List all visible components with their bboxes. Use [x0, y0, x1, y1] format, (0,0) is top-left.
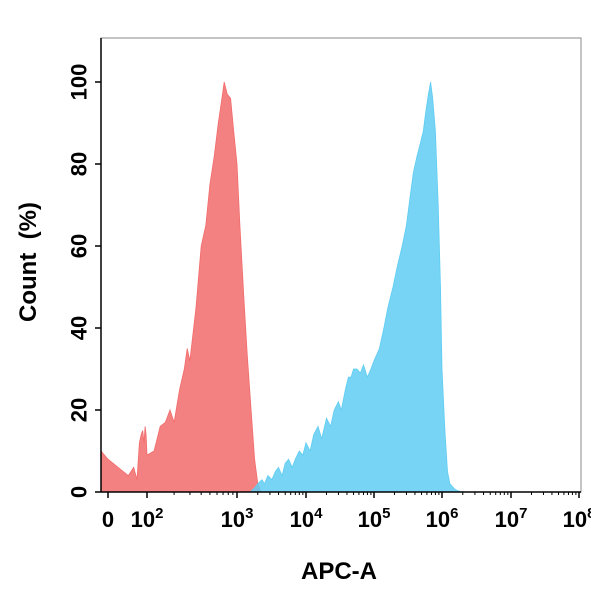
- y-tick-label: 0: [67, 486, 92, 498]
- x-tick-label: 0: [102, 507, 114, 532]
- x-tick-label: 103: [221, 505, 254, 532]
- x-tick-label: 106: [426, 505, 459, 532]
- x-tick-label: 102: [131, 505, 164, 532]
- x-tick-label: 105: [358, 505, 391, 532]
- y-tick-label: 40: [67, 316, 92, 340]
- y-tick-label: 20: [67, 398, 92, 422]
- y-axis-title: Count (%): [15, 202, 42, 322]
- x-ticks: 0 102 103 104 105 106 107 108: [102, 492, 591, 532]
- series-layer: [100, 81, 463, 493]
- y-tick-label: 100: [67, 64, 92, 101]
- histogram-area-1: [100, 81, 261, 493]
- y-tick-label: 80: [67, 152, 92, 176]
- y-ticks: 0 20 40 60 80 100: [67, 64, 101, 498]
- histogram-area-2: [250, 81, 463, 493]
- x-tick-label: 108: [563, 505, 591, 532]
- x-axis-title: APC-A: [301, 558, 377, 585]
- y-tick-label: 60: [67, 234, 92, 258]
- x-tick-label: 104: [290, 505, 323, 532]
- x-tick-label: 107: [495, 505, 528, 532]
